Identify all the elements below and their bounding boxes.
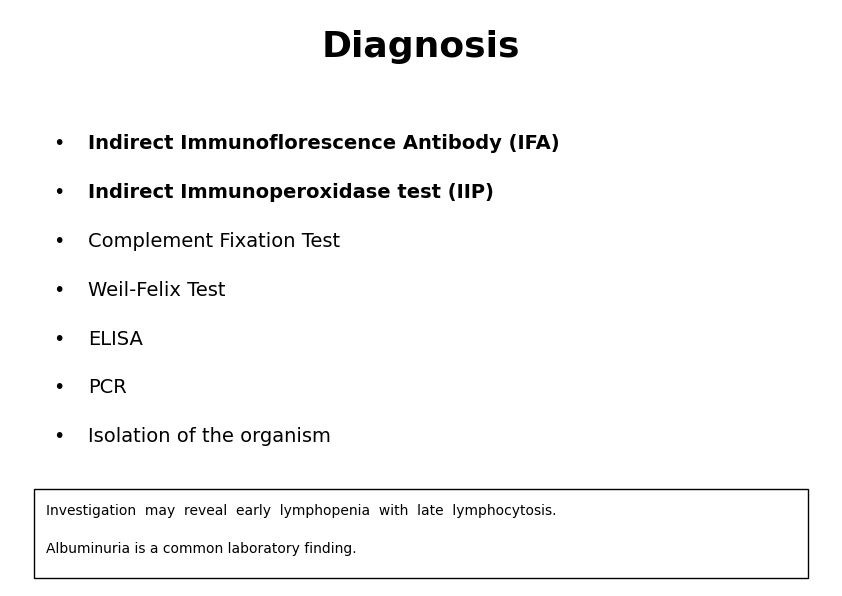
Text: ELISA: ELISA (88, 330, 143, 349)
Text: Albuminuria is a common laboratory finding.: Albuminuria is a common laboratory findi… (46, 542, 357, 556)
Text: •: • (53, 281, 65, 300)
Text: Isolation of the organism: Isolation of the organism (88, 427, 331, 446)
Text: PCR: PCR (88, 378, 127, 398)
Text: •: • (53, 378, 65, 398)
Text: Indirect Immunoperoxidase test (IIP): Indirect Immunoperoxidase test (IIP) (88, 183, 494, 202)
Text: Diagnosis: Diagnosis (322, 30, 520, 64)
Text: Weil-Felix Test: Weil-Felix Test (88, 281, 226, 300)
Text: •: • (53, 183, 65, 202)
Text: •: • (53, 427, 65, 446)
Text: •: • (53, 134, 65, 153)
Text: Investigation  may  reveal  early  lymphopenia  with  late  lymphocytosis.: Investigation may reveal early lymphopen… (46, 504, 557, 517)
Text: Complement Fixation Test: Complement Fixation Test (88, 232, 340, 251)
Text: •: • (53, 232, 65, 251)
Text: •: • (53, 330, 65, 349)
Text: Indirect Immunoflorescence Antibody (IFA): Indirect Immunoflorescence Antibody (IFA… (88, 134, 560, 153)
FancyBboxPatch shape (34, 489, 808, 578)
